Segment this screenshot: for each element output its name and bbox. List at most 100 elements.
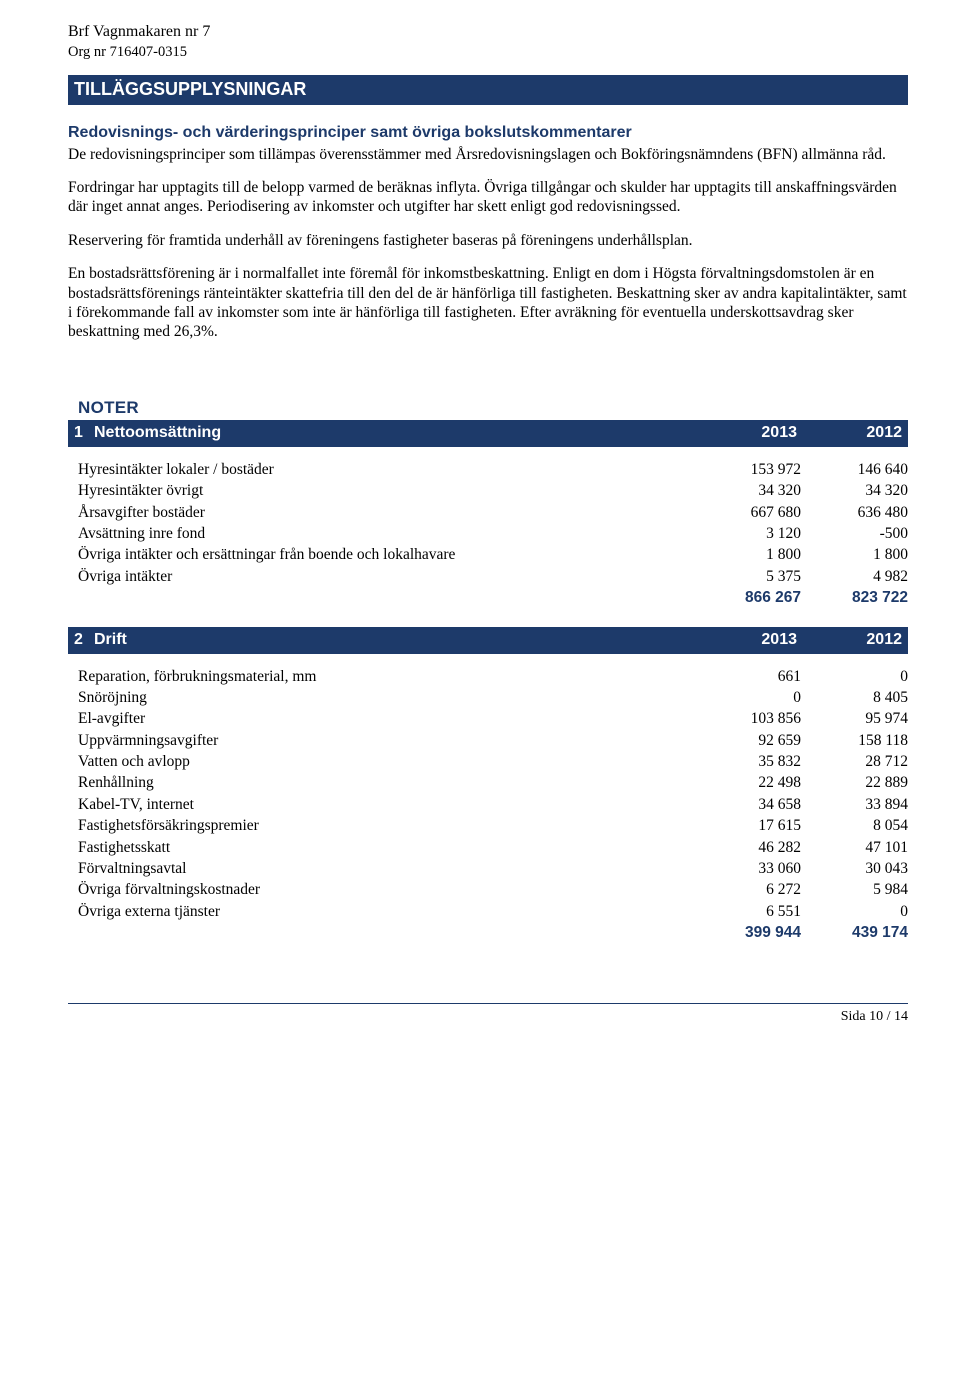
row-value-y2: 4 982 (801, 567, 908, 586)
note-bar-2: 2 Drift 2013 2012 (68, 627, 908, 654)
total-value-y2: 823 722 (801, 588, 908, 607)
row-label: Förvaltningsavtal (78, 859, 694, 878)
row-value-y2: 636 480 (801, 503, 908, 522)
row-value-y1: 103 856 (694, 709, 801, 728)
row-label: Fastighetsskatt (78, 838, 694, 857)
row-value-y1: 35 832 (694, 752, 801, 771)
row-value-y2: 33 894 (801, 795, 908, 814)
section-bar-tillagg: TILLÄGGSUPPLYSNINGAR (68, 75, 908, 105)
note2-table: Reparation, förbrukningsmaterial, mm6610… (78, 666, 908, 944)
row-label: Uppvärmningsavgifter (78, 731, 694, 750)
org-name: Brf Vagnmakaren nr 7 (68, 22, 908, 42)
table-row: Förvaltningsavtal33 06030 043 (78, 858, 908, 879)
row-label: Reparation, förbrukningsmaterial, mm (78, 667, 694, 686)
note-year-col1: 2013 (692, 423, 797, 443)
row-value-y1: 1 800 (694, 545, 801, 564)
row-value-y2: 30 043 (801, 859, 908, 878)
table-row: Övriga förvaltningskostnader6 2725 984 (78, 879, 908, 900)
row-value-y2: 0 (801, 902, 908, 921)
table-row: Hyresintäkter lokaler / bostäder153 9721… (78, 459, 908, 480)
row-label: Övriga intäkter (78, 567, 694, 586)
row-value-y1: 3 120 (694, 524, 801, 543)
row-label: Snöröjning (78, 688, 694, 707)
paragraph: De redovisningsprinciper som tillämpas ö… (68, 145, 908, 164)
table-row: Vatten och avlopp35 83228 712 (78, 751, 908, 772)
table-row: Uppvärmningsavgifter92 659158 118 (78, 730, 908, 751)
row-value-y1: 6 272 (694, 880, 801, 899)
note-title: Nettoomsättning (94, 423, 692, 443)
row-value-y2: 5 984 (801, 880, 908, 899)
table-row: El-avgifter103 85695 974 (78, 708, 908, 729)
row-value-y2: 8 405 (801, 688, 908, 707)
row-label: Övriga intäkter och ersättningar från bo… (78, 545, 694, 564)
row-label: Övriga externa tjänster (78, 902, 694, 921)
table-row: Avsättning inre fond3 120-500 (78, 523, 908, 544)
row-value-y2: -500 (801, 524, 908, 543)
row-label: Fastighetsförsäkringspremier (78, 816, 694, 835)
row-value-y1: 34 658 (694, 795, 801, 814)
row-value-y1: 17 615 (694, 816, 801, 835)
total-value-y2: 439 174 (801, 923, 908, 942)
table-total-row: 866 267823 722 (78, 587, 908, 608)
row-value-y2: 0 (801, 667, 908, 686)
row-value-y2: 8 054 (801, 816, 908, 835)
org-number: Org nr 716407-0315 (68, 43, 908, 61)
row-value-y1: 6 551 (694, 902, 801, 921)
row-value-y1: 0 (694, 688, 801, 707)
total-value-y1: 399 944 (694, 923, 801, 942)
note1-table: Hyresintäkter lokaler / bostäder153 9721… (78, 459, 908, 609)
paragraph: En bostadsrättsförening är i normalfalle… (68, 264, 908, 342)
row-value-y2: 146 640 (801, 460, 908, 479)
table-row: Snöröjning08 405 (78, 687, 908, 708)
row-value-y2: 47 101 (801, 838, 908, 857)
note-number: 1 (74, 423, 94, 443)
table-row: Renhållning22 49822 889 (78, 772, 908, 793)
note-bar-1: 1 Nettoomsättning 2013 2012 (68, 420, 908, 447)
paragraph: Fordringar har upptagits till de belopp … (68, 178, 908, 217)
row-value-y2: 28 712 (801, 752, 908, 771)
row-label: Hyresintäkter lokaler / bostäder (78, 460, 694, 479)
table-row: Övriga intäkter och ersättningar från bo… (78, 544, 908, 565)
page-footer: Sida 10 / 14 (68, 1003, 908, 1026)
row-label: Renhållning (78, 773, 694, 792)
table-total-row: 399 944439 174 (78, 922, 908, 943)
note-year-col2: 2012 (797, 423, 902, 443)
noter-heading: NOTER (78, 397, 908, 418)
row-value-y1: 22 498 (694, 773, 801, 792)
row-value-y1: 34 320 (694, 481, 801, 500)
row-value-y1: 667 680 (694, 503, 801, 522)
note-year-col1: 2013 (692, 630, 797, 650)
row-label: Årsavgifter bostäder (78, 503, 694, 522)
total-label (78, 923, 694, 942)
table-row: Årsavgifter bostäder667 680636 480 (78, 502, 908, 523)
table-row: Reparation, förbrukningsmaterial, mm6610 (78, 666, 908, 687)
row-value-y1: 92 659 (694, 731, 801, 750)
row-label: Avsättning inre fond (78, 524, 694, 543)
row-value-y2: 22 889 (801, 773, 908, 792)
paragraph: Reservering för framtida underhåll av fö… (68, 231, 908, 250)
row-label: Kabel-TV, internet (78, 795, 694, 814)
page-number: Sida 10 / 14 (841, 1009, 908, 1024)
row-value-y2: 95 974 (801, 709, 908, 728)
table-row: Hyresintäkter övrigt34 32034 320 (78, 480, 908, 501)
row-label: Hyresintäkter övrigt (78, 481, 694, 500)
row-value-y1: 661 (694, 667, 801, 686)
table-row: Fastighetsskatt46 28247 101 (78, 837, 908, 858)
row-value-y1: 5 375 (694, 567, 801, 586)
row-value-y1: 46 282 (694, 838, 801, 857)
row-label: Övriga förvaltningskostnader (78, 880, 694, 899)
table-row: Övriga intäkter5 3754 982 (78, 566, 908, 587)
note-number: 2 (74, 630, 94, 650)
total-value-y1: 866 267 (694, 588, 801, 607)
table-row: Kabel-TV, internet34 65833 894 (78, 794, 908, 815)
row-label: El-avgifter (78, 709, 694, 728)
row-value-y1: 153 972 (694, 460, 801, 479)
subheading-principles: Redovisnings- och värderingsprinciper sa… (68, 123, 908, 143)
row-label: Vatten och avlopp (78, 752, 694, 771)
table-row: Fastighetsförsäkringspremier17 6158 054 (78, 815, 908, 836)
total-label (78, 588, 694, 607)
table-row: Övriga externa tjänster6 5510 (78, 901, 908, 922)
row-value-y1: 33 060 (694, 859, 801, 878)
note-title: Drift (94, 630, 692, 650)
row-value-y2: 1 800 (801, 545, 908, 564)
